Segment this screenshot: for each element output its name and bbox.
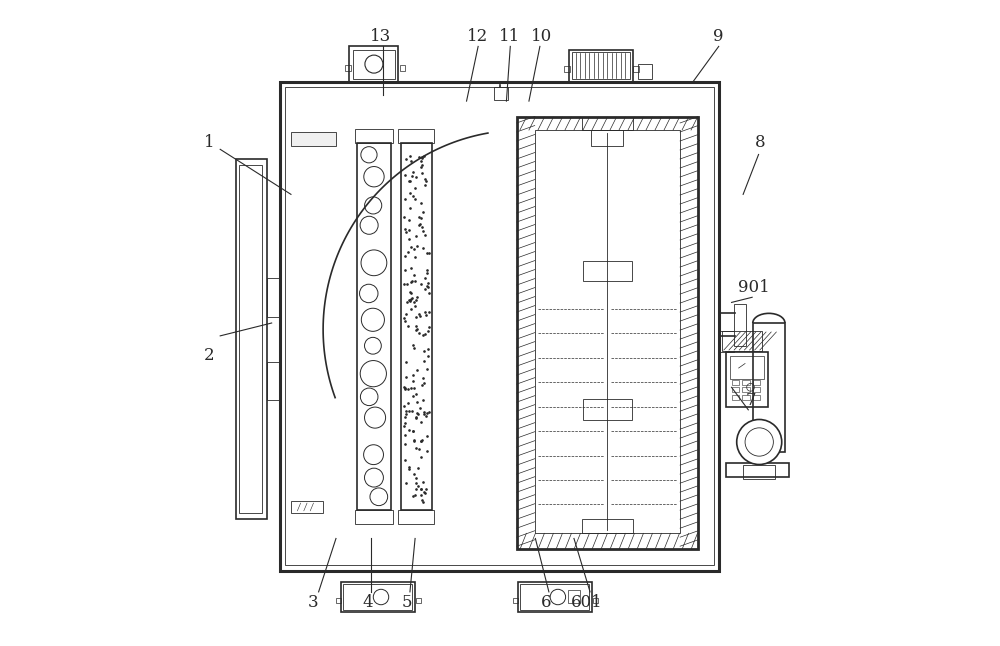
Bar <box>583 261 632 282</box>
Bar <box>582 117 633 130</box>
Bar <box>400 65 405 71</box>
Bar <box>236 159 267 519</box>
Text: 1: 1 <box>204 134 215 151</box>
Circle shape <box>361 308 384 331</box>
Text: 5: 5 <box>401 594 412 611</box>
Bar <box>416 598 421 603</box>
Text: 12: 12 <box>467 28 488 45</box>
Bar <box>353 50 395 79</box>
Circle shape <box>370 488 388 506</box>
Circle shape <box>365 337 381 354</box>
Bar <box>291 132 336 146</box>
Text: 9: 9 <box>713 28 724 45</box>
Bar <box>753 323 785 452</box>
Bar <box>513 598 518 603</box>
Bar <box>732 395 739 400</box>
Circle shape <box>361 147 377 163</box>
Bar <box>730 356 764 379</box>
Bar <box>355 510 393 524</box>
Bar <box>591 130 623 146</box>
Bar <box>572 52 630 79</box>
Bar <box>517 117 698 549</box>
Bar <box>267 278 281 317</box>
Bar <box>291 501 323 513</box>
Bar <box>341 581 415 612</box>
Bar <box>583 399 632 420</box>
Bar <box>742 395 750 400</box>
Circle shape <box>360 284 378 303</box>
Bar <box>593 598 598 603</box>
Text: 2: 2 <box>204 347 215 364</box>
Text: 8: 8 <box>755 134 766 151</box>
Bar <box>345 65 351 71</box>
Bar <box>343 584 412 610</box>
Circle shape <box>361 250 387 276</box>
Bar <box>569 50 633 82</box>
Bar <box>753 395 760 400</box>
Bar <box>732 380 739 385</box>
Circle shape <box>365 197 382 214</box>
Bar <box>280 82 719 570</box>
Bar <box>518 581 592 612</box>
Circle shape <box>360 216 378 234</box>
Bar <box>355 129 393 143</box>
Bar <box>401 143 432 510</box>
Bar <box>734 304 746 346</box>
Circle shape <box>365 468 383 487</box>
Text: 3: 3 <box>308 594 319 611</box>
Bar <box>743 464 775 479</box>
Text: 4: 4 <box>363 594 373 611</box>
Bar <box>520 584 589 610</box>
Bar <box>732 388 739 393</box>
Bar <box>239 165 262 513</box>
Bar <box>753 380 760 385</box>
Text: 7: 7 <box>746 391 756 409</box>
Bar <box>722 331 762 351</box>
Circle shape <box>737 419 782 464</box>
Circle shape <box>364 444 383 464</box>
Bar <box>494 87 508 99</box>
Bar <box>564 67 570 72</box>
Bar <box>638 65 652 79</box>
Bar <box>742 388 750 393</box>
Text: 901: 901 <box>738 279 770 296</box>
Bar <box>742 380 750 385</box>
Bar <box>726 352 768 406</box>
Text: 601: 601 <box>571 594 603 611</box>
Bar <box>357 143 391 510</box>
Bar <box>753 388 760 393</box>
Circle shape <box>364 167 384 187</box>
Bar <box>726 463 789 477</box>
Bar <box>336 598 341 603</box>
Bar <box>398 510 434 524</box>
Circle shape <box>360 360 386 387</box>
Circle shape <box>360 388 378 406</box>
Bar <box>633 67 639 72</box>
Bar <box>568 590 580 603</box>
Bar <box>267 362 281 400</box>
Bar <box>349 47 398 82</box>
Bar <box>398 129 434 143</box>
Text: 11: 11 <box>499 28 520 45</box>
Circle shape <box>365 407 386 428</box>
Text: 13: 13 <box>370 28 392 45</box>
Text: 6: 6 <box>541 594 552 611</box>
Text: 10: 10 <box>531 28 552 45</box>
Bar <box>535 130 680 534</box>
Bar <box>285 87 714 565</box>
Bar <box>582 519 633 534</box>
